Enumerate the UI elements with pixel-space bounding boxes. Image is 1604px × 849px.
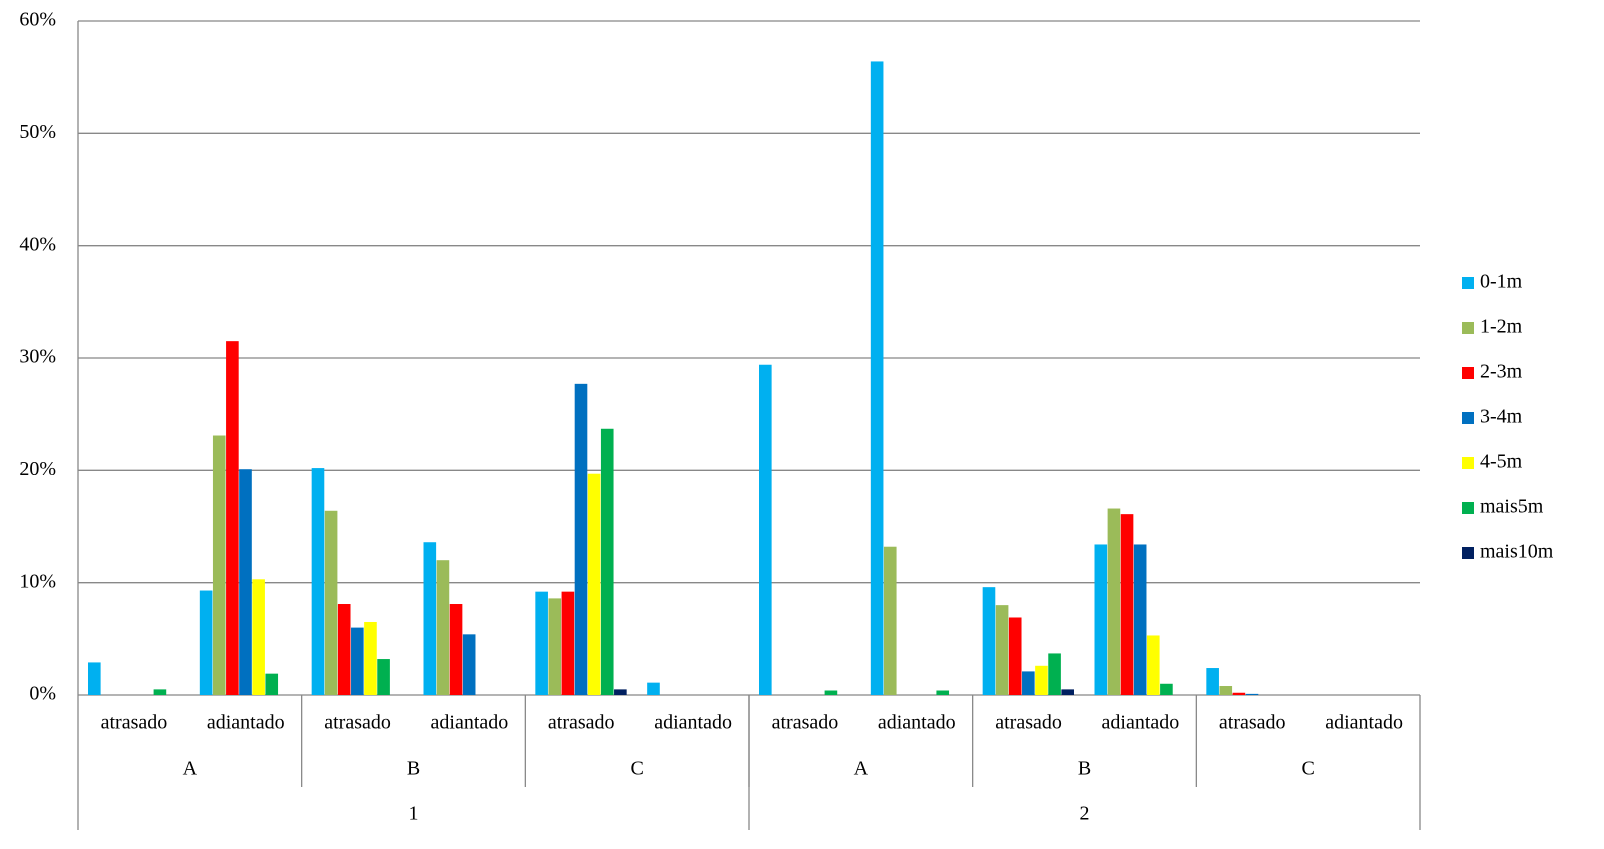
bar xyxy=(614,689,627,695)
x-tick-label: adiantado xyxy=(654,712,732,734)
bar xyxy=(364,621,377,695)
x-tick-label: adiantado xyxy=(431,712,509,734)
y-tick-label: 0% xyxy=(29,683,56,705)
bar xyxy=(1008,617,1022,695)
bar xyxy=(995,605,1009,695)
bar xyxy=(351,627,364,695)
supergroup-label: 2 xyxy=(1080,803,1090,825)
x-tick-label: atrasado xyxy=(1219,712,1286,734)
group-label: B xyxy=(407,758,420,780)
y-tick-label: 10% xyxy=(19,570,56,592)
bar xyxy=(239,469,252,695)
x-tick-label: adiantado xyxy=(878,712,956,734)
bar xyxy=(535,591,548,695)
legend-label: mais5m xyxy=(1480,496,1544,518)
y-tick-label: 50% xyxy=(19,121,56,143)
group-label: B xyxy=(1078,758,1091,780)
bar xyxy=(153,689,167,695)
x-tick-label: atrasado xyxy=(101,712,168,734)
bar xyxy=(1094,544,1108,695)
legend-label: mais10m xyxy=(1480,541,1554,563)
x-tick-label: atrasado xyxy=(772,712,839,734)
x-tick-label: atrasado xyxy=(995,712,1062,734)
bar xyxy=(647,682,660,695)
bar xyxy=(982,587,996,695)
group-label: C xyxy=(1301,758,1314,780)
bar xyxy=(265,673,279,695)
bar xyxy=(1245,693,1259,695)
x-tick-label: atrasado xyxy=(324,712,391,734)
supergroup-label: 1 xyxy=(409,803,419,825)
bar xyxy=(561,591,575,695)
bar xyxy=(1035,665,1048,695)
bar xyxy=(600,428,614,695)
bar xyxy=(423,542,437,695)
bar xyxy=(1120,514,1134,695)
bar xyxy=(1206,668,1219,695)
y-tick-label: 30% xyxy=(19,346,56,368)
legend-label: 4-5m xyxy=(1480,451,1523,473)
bar xyxy=(548,598,562,695)
legend-swatch xyxy=(1462,547,1474,559)
bar xyxy=(449,604,463,695)
group-label: C xyxy=(630,758,643,780)
bar xyxy=(883,546,897,695)
legend-label: 3-4m xyxy=(1480,406,1523,428)
legend-swatch xyxy=(1462,277,1474,289)
bar xyxy=(1107,508,1121,695)
group-label: A xyxy=(854,758,869,780)
legend-swatch xyxy=(1462,367,1474,379)
group-label: A xyxy=(183,758,198,780)
x-tick-label: atrasado xyxy=(548,712,615,734)
bar xyxy=(824,690,838,695)
bar xyxy=(574,383,588,695)
bar xyxy=(462,634,476,695)
legend-swatch xyxy=(1462,502,1474,514)
bar xyxy=(1061,689,1074,695)
x-tick-label: adiantado xyxy=(1102,712,1180,734)
bar xyxy=(1022,671,1035,695)
bar xyxy=(1232,692,1246,695)
bar xyxy=(337,604,351,695)
x-tick-label: adiantado xyxy=(207,712,285,734)
bar xyxy=(377,659,390,695)
bar xyxy=(212,435,226,695)
bar xyxy=(1048,653,1061,695)
bar xyxy=(936,690,950,695)
legend-label: 0-1m xyxy=(1480,271,1523,293)
bar xyxy=(226,341,239,695)
bar xyxy=(759,364,772,695)
bar xyxy=(870,61,884,695)
legend-swatch xyxy=(1462,457,1474,469)
bar xyxy=(324,510,338,695)
bar xyxy=(252,579,265,695)
bar xyxy=(88,662,101,695)
bar xyxy=(436,560,450,695)
y-tick-label: 40% xyxy=(19,233,56,255)
bar xyxy=(311,468,325,695)
legend-label: 1-2m xyxy=(1480,316,1523,338)
legend-label: 2-3m xyxy=(1480,361,1523,383)
x-tick-label: adiantado xyxy=(1325,712,1403,734)
bar xyxy=(1219,686,1233,695)
bar xyxy=(1146,635,1160,695)
legend-swatch xyxy=(1462,412,1474,424)
bar xyxy=(1160,683,1173,695)
legend-swatch xyxy=(1462,322,1474,334)
y-tick-label: 20% xyxy=(19,458,56,480)
bar xyxy=(1133,544,1147,695)
bar xyxy=(199,590,213,695)
bar xyxy=(587,473,601,695)
y-tick-label: 60% xyxy=(19,9,56,31)
